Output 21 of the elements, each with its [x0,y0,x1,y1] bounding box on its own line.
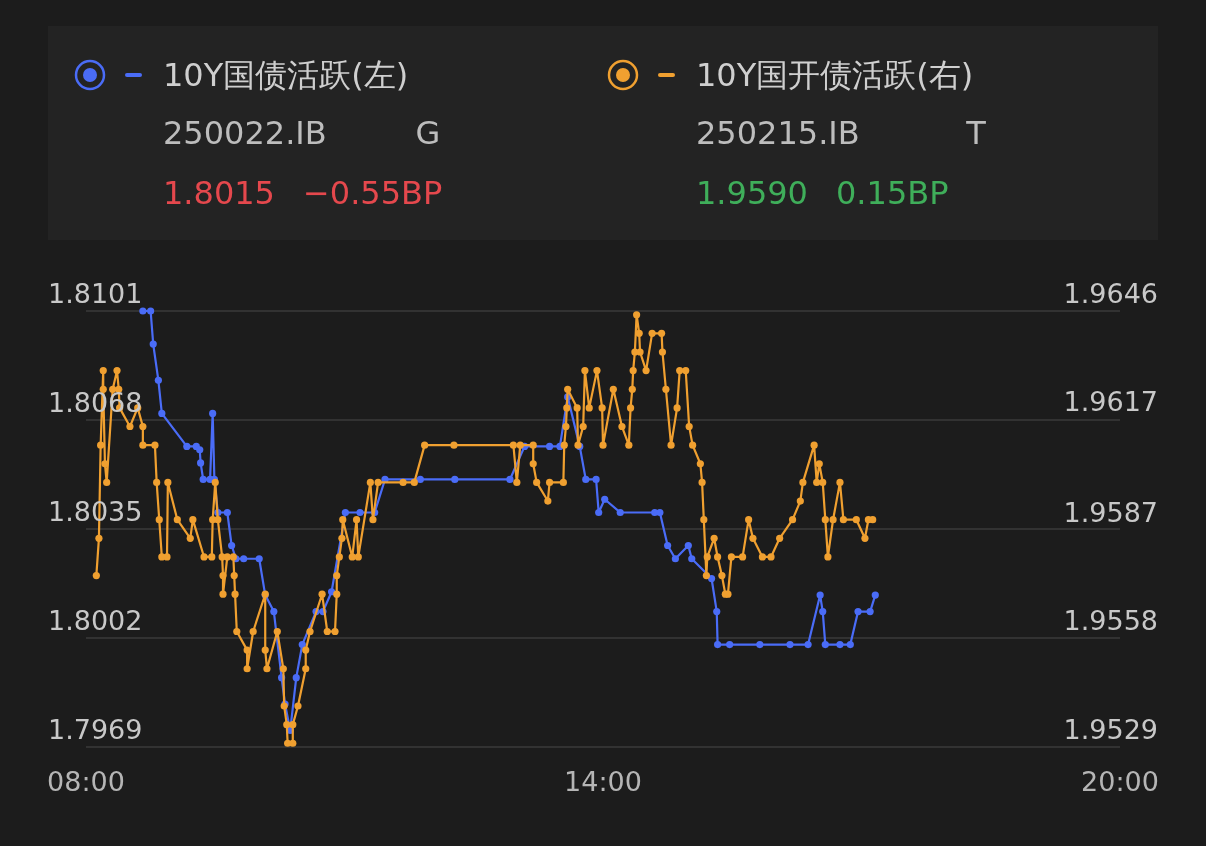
text: 250022.IB [163,114,327,152]
text: 1.8015 [163,174,275,212]
x-tick-label: 14:00 [564,765,642,797]
y2-tick-label: 1.9529 [1063,713,1158,745]
legend-label: 10Y国债活跃(左) [163,56,409,94]
text: 250215.IB [696,114,860,152]
y2-tick-label: 1.9558 [1063,605,1158,637]
text: G [415,114,441,152]
text: T [965,114,987,152]
y2-tick-label: 1.9617 [1063,385,1158,417]
text: 1.9590 [696,174,808,212]
x-tick-label: 08:00 [47,765,125,797]
legend-label: 10Y国开债活跃(右) [696,56,974,94]
text: −0.55BP [303,174,443,212]
text: 0.15BP [836,174,949,212]
x-tick-label: 20:00 [1081,765,1159,797]
y2-tick-label: 1.9587 [1063,497,1158,529]
y2-tick-label: 1.9646 [1063,277,1158,309]
y-tick-label: 1.8002 [48,604,143,636]
y-tick-label: 1.8101 [48,277,143,309]
y-tick-label: 1.7969 [48,713,143,745]
